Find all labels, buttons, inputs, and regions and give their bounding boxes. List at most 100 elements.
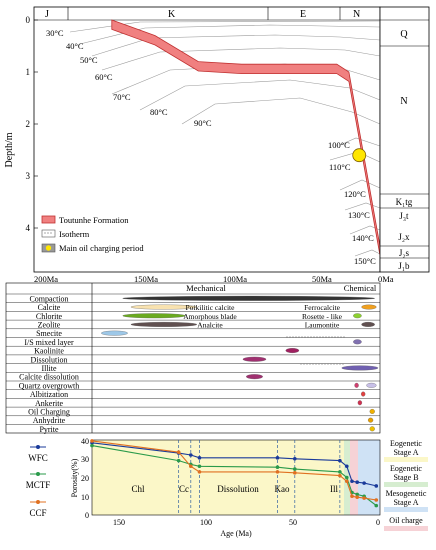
isotherm-120: 120°C (344, 189, 366, 199)
porosity-legend: WFC MCTF CCF (26, 445, 51, 518)
diagenesis-row: Dissolution (6, 354, 380, 364)
depth-tick-3: 3 (26, 171, 31, 181)
stage-mesogenetic-a-line2: Stage A (393, 498, 418, 507)
diagenesis-bar (361, 322, 375, 327)
diagenesis-bar (369, 409, 375, 414)
period-n: N (353, 9, 360, 20)
porosity-point (176, 458, 181, 463)
porosity-point (275, 456, 280, 460)
isotherm-140: 140°C (352, 233, 374, 243)
diagenesis-row-label: Zeolite (38, 320, 61, 329)
diagenesis-bar (341, 365, 379, 371)
porosity-point (345, 475, 349, 480)
porosity-point (90, 439, 94, 443)
porosity-point (293, 456, 297, 461)
depth-ticks: 0 1 2 3 4 (26, 15, 38, 233)
stage-dissolution: Dissolution (217, 484, 259, 494)
porosity-point (275, 465, 280, 469)
diagenesis-bar (353, 339, 362, 345)
diagenesis-row: Calcite Poikilitic calcite Ferrocalcite (6, 302, 380, 312)
porosity-point (176, 450, 181, 454)
porosity-panel: Chl Cc Dissolution Kao Ill 0 10 20 30 40… (26, 437, 428, 538)
stage-mesogenetic-a-line1: Mesogenetic (386, 489, 427, 498)
age-tick-0: 0 (376, 518, 380, 527)
stage-eogenetic-b-line1: Eogenetic (390, 464, 422, 473)
diagenesis-row-label: Illite (41, 364, 57, 373)
age-tick-100: 100 (200, 518, 212, 527)
diagenesis-row-label: Kaolinite (34, 347, 64, 356)
diagenesis-row: Illite (6, 363, 380, 373)
porosity-point (197, 456, 202, 460)
period-k: K (168, 9, 176, 20)
diagenesis-bar (353, 313, 362, 319)
diagenesis-row: Quartz overgrowth (6, 380, 380, 390)
diagenesis-row: Zeolite Analcite Laumontite (6, 319, 380, 329)
isotherm-150: 150°C (354, 256, 376, 266)
diagenesis-row: Smecite (6, 328, 380, 338)
diagenesis-note: Laumontite (305, 320, 340, 329)
porosity-point (338, 458, 342, 463)
stage-chl: Chl (131, 484, 145, 494)
isotherm-60: 60°C (95, 72, 113, 82)
stage-bg-pink (350, 440, 358, 515)
isotherm-40: 40°C (66, 41, 84, 51)
diagenesis-row-label: Chlorite (36, 312, 63, 321)
diagenesis-bar (369, 426, 375, 432)
diagenesis-row-label: Quartz overgrowth (19, 381, 80, 390)
legend-mctf: MCTF (26, 480, 51, 490)
isotherm-labels-right: 100°C 110°C 120°C 130°C 140°C 150°C (328, 140, 376, 266)
legend-charging: Main oil charging period (59, 243, 144, 253)
diagenesis-bar (357, 400, 363, 406)
diagenesis-row: Chlorite Amorphous blade Rosette - like (6, 311, 380, 321)
isotherm-90: 90°C (194, 118, 212, 128)
diagenesis-bar (130, 304, 197, 310)
header-mechanical: Mechanical (186, 283, 226, 293)
stratum-j1b: J₁b (398, 261, 410, 271)
diagenesis-row-label: Smecite (36, 329, 62, 338)
diagenesis-note: Ferrocalcite (304, 303, 340, 312)
porosity-point (362, 496, 366, 500)
diagenesis-row-label: Compaction (29, 294, 68, 303)
stage-eogenetic-a-line2: Stage A (393, 448, 418, 457)
age-tick-150: 150 (113, 518, 125, 527)
isotherm-100: 100°C (328, 140, 350, 150)
diagenesis-row: Pyrite (6, 424, 380, 434)
period-e: E (300, 9, 306, 20)
diagenesis-bar (354, 382, 359, 388)
isotherm-110: 110°C (329, 162, 351, 172)
diagenesis-row-label: Anhydrite (33, 416, 66, 425)
time-axis: 200Ma 150Ma 100Ma 50Ma 0Ma (34, 274, 394, 284)
porosity-y-tick-30: 30 (81, 455, 89, 464)
legend-ccf: CCF (29, 508, 46, 518)
age-axis-label: Age (Ma) (220, 529, 252, 538)
porosity-point (350, 494, 354, 499)
porosity-y-label: Porosity(%) (70, 458, 79, 497)
stage-eogenetic-b-line2: Stage B (393, 473, 418, 482)
time-tick-200: 200Ma (34, 274, 58, 284)
porosity-point (345, 479, 349, 484)
stratum-j2x: J₂x (398, 232, 410, 242)
diagenesis-bar (101, 330, 128, 336)
isotherm-80: 80°C (150, 107, 168, 117)
porosity-point (275, 470, 280, 474)
diagenesis-row: Compaction (6, 293, 380, 303)
porosity-point (197, 470, 202, 474)
diagenesis-row-label: Dissolution (31, 355, 68, 364)
diagenesis-row-label: Oil Charging (28, 407, 70, 416)
diagenesis-note: Analcite (197, 320, 223, 329)
depth-tick-1: 1 (26, 67, 31, 77)
stratum-j2s: J₂s (399, 248, 410, 258)
diagenesis-bar (122, 295, 375, 301)
porosity-point (338, 473, 342, 478)
burial-history-panel: J K E N Depth/m 0 1 2 3 4 (4, 6, 430, 284)
diagenesis-bar (246, 374, 263, 380)
porosity-series-ccf (90, 439, 379, 502)
diagenesis-bar (366, 382, 377, 388)
stratum-q: Q (400, 29, 408, 40)
porosity-point (345, 464, 349, 469)
porosity-point (374, 484, 379, 488)
diagenesis-row-label: Calcite dissolution (19, 373, 79, 382)
depth-axis-label: Depth/m (4, 132, 15, 167)
